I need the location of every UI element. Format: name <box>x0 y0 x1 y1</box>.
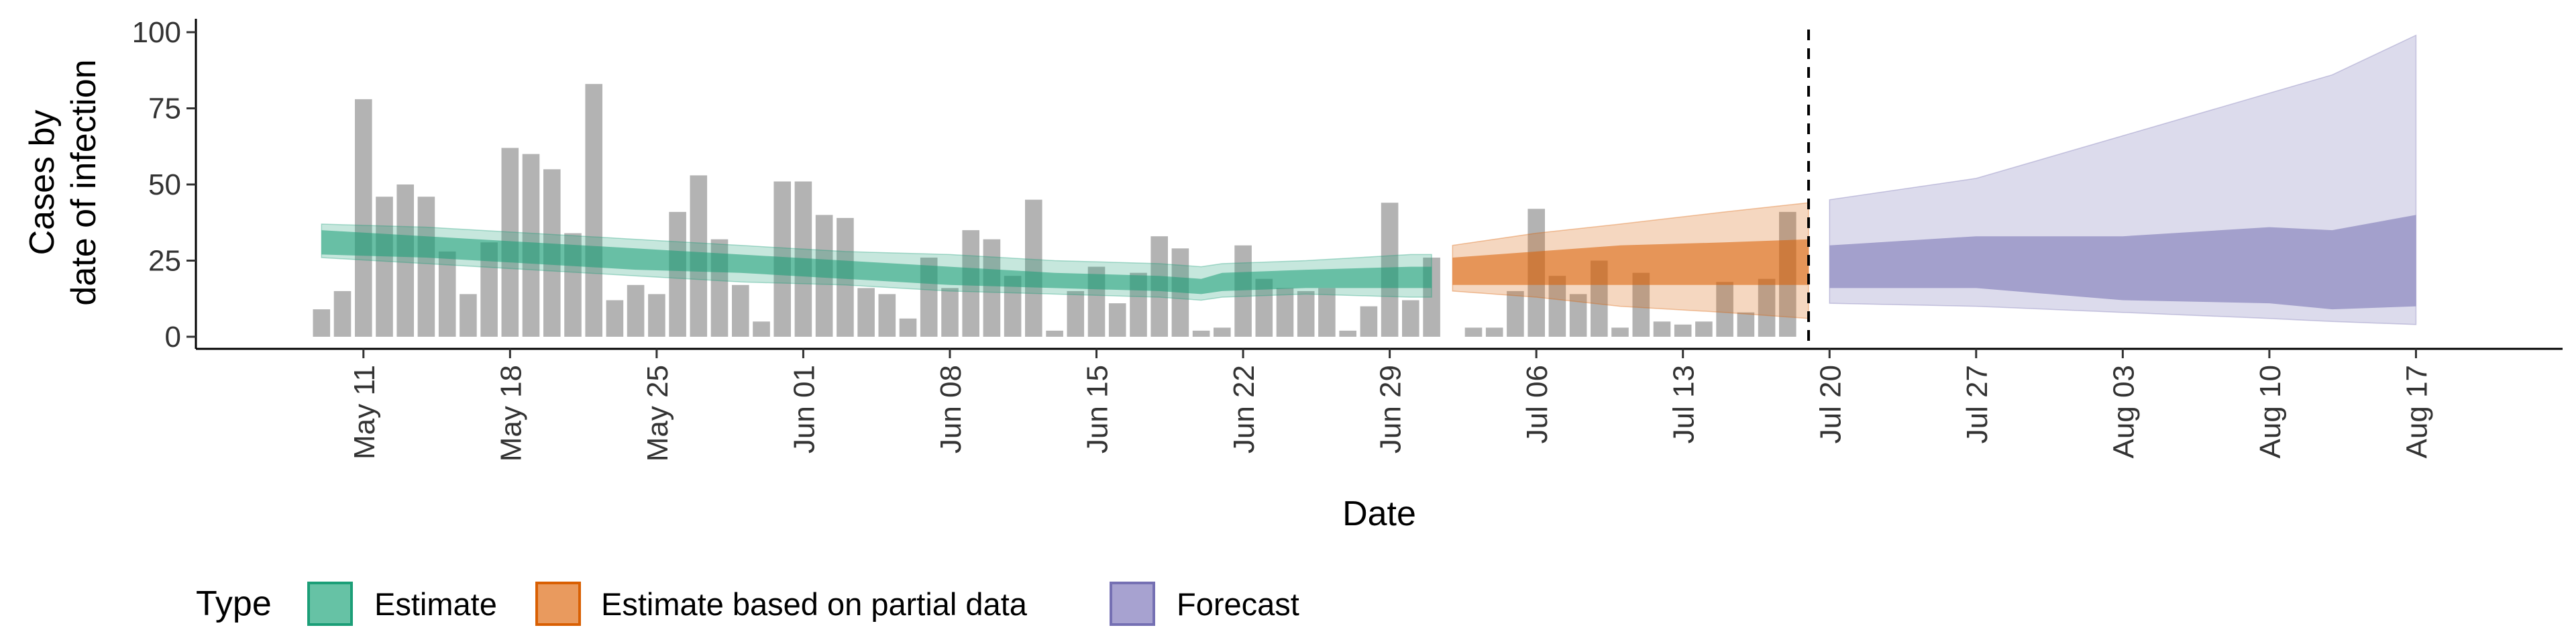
case-bar <box>333 290 352 337</box>
case-bar <box>396 184 414 337</box>
x-axis-ticks: May 11 May 18 May 25 Jun 01 Jun 08 Jun 15 Jun … <box>348 349 2434 462</box>
case-bar <box>857 288 875 337</box>
x-tick-label: Jun 01 <box>788 365 820 453</box>
case-bar <box>1674 324 1692 337</box>
legend-key-estimate <box>307 582 353 626</box>
x-tick-label: Aug 03 <box>2107 365 2140 458</box>
case-bar <box>1192 330 1210 337</box>
legend-label-forecast: Forecast <box>1177 586 1299 622</box>
y-tick-label: 50 <box>148 168 181 201</box>
case-bar <box>1297 290 1315 337</box>
case-bar <box>878 294 896 337</box>
x-tick-label: May 25 <box>641 365 674 462</box>
case-bar <box>1339 330 1356 337</box>
case-bar <box>648 294 665 337</box>
case-bar <box>1108 303 1126 337</box>
x-tick-label: May 18 <box>494 365 527 462</box>
legend-title: Type <box>196 584 272 623</box>
x-tick-label: Aug 10 <box>2254 365 2287 458</box>
x-tick-label: Jun 08 <box>934 365 967 453</box>
case-bar <box>753 321 770 337</box>
y-tick-label: 0 <box>165 321 181 354</box>
case-bar <box>376 197 393 337</box>
case-bar <box>1025 199 1042 337</box>
case-bar <box>1067 290 1085 337</box>
x-tick-label: Jul 20 <box>1814 365 1847 443</box>
estimate-based-on-partial-data-band-50 <box>1452 239 1809 285</box>
y-tick-label: 75 <box>148 93 181 125</box>
case-bar <box>941 288 959 337</box>
forecast-band-50 <box>1829 215 2416 310</box>
case-bar <box>899 318 917 337</box>
y-axis-ticks: 0 25 50 75 100 <box>132 16 196 354</box>
case-bar <box>1758 278 1776 337</box>
legend-label-estimate: Estimate <box>374 586 497 622</box>
y-axis-title-line-2: date of infection <box>64 59 103 305</box>
case-bar <box>1318 288 1336 337</box>
bands-layer <box>321 34 2417 325</box>
case-bar <box>1234 245 1252 337</box>
x-tick-label: Jun 15 <box>1081 365 1114 453</box>
case-bar <box>1214 327 1231 337</box>
case-bar <box>1716 282 1733 337</box>
estimate-band-50 <box>321 230 1432 294</box>
x-tick-label: May 11 <box>348 365 381 460</box>
case-bar <box>438 251 456 337</box>
legend: Type Estimate Estimate based on partial … <box>196 582 1299 626</box>
x-tick-label: Jul 13 <box>1668 365 1701 443</box>
case-bar <box>1737 312 1755 337</box>
legend-key-forecast <box>1110 582 1155 626</box>
case-bar <box>983 239 1001 337</box>
y-tick-label: 100 <box>132 16 181 49</box>
case-bar <box>1485 327 1503 337</box>
legend-key-estimate-partial <box>535 582 581 626</box>
case-bar <box>1402 300 1419 337</box>
x-tick-label: Aug 17 <box>2401 365 2434 458</box>
case-bar <box>1548 276 1566 337</box>
x-axis-title: Date <box>1342 494 1416 533</box>
case-bar <box>313 309 331 337</box>
case-bar <box>1464 327 1483 337</box>
case-bar <box>669 211 686 337</box>
legend-label-estimate-partial: Estimate based on partial data <box>601 586 1028 622</box>
x-tick-label: Jul 27 <box>1961 365 1994 443</box>
x-tick-label: Jul 06 <box>1521 365 1554 443</box>
case-bar <box>627 284 645 337</box>
case-bar <box>1046 330 1063 337</box>
case-bar <box>1507 290 1524 337</box>
x-tick-label: Jun 29 <box>1375 365 1407 453</box>
case-bar <box>606 300 624 337</box>
case-bar <box>1695 321 1713 337</box>
case-bar <box>1360 306 1378 337</box>
case-bar <box>732 284 749 337</box>
case-bar <box>417 197 435 337</box>
case-bar <box>1276 288 1294 337</box>
case-bar <box>1569 294 1587 337</box>
y-tick-label: 25 <box>148 245 181 278</box>
case-bar <box>355 99 372 337</box>
case-bar <box>1611 327 1629 337</box>
y-axis-title-line-1: Cases by <box>23 110 62 256</box>
case-bar <box>1653 321 1671 337</box>
case-bar <box>585 84 602 337</box>
x-tick-label: Jun 22 <box>1228 365 1260 453</box>
case-bar <box>460 294 477 337</box>
